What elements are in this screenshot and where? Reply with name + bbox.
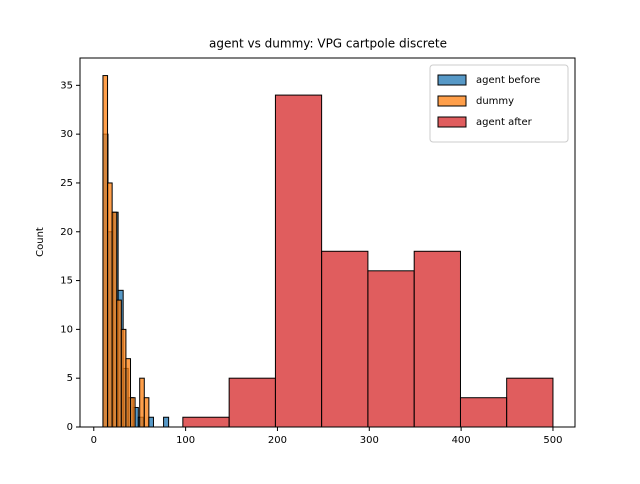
legend-label: agent after (476, 117, 533, 128)
histogram-bar (228, 377, 276, 428)
legend-swatch (437, 116, 467, 128)
histogram-bar (107, 182, 113, 428)
legend-swatch (437, 95, 467, 107)
y-tick-label: 25 (60, 178, 73, 189)
histogram-bar (163, 416, 170, 428)
chart-title: agent vs dummy: VPG cartpole discrete (209, 37, 447, 51)
histogram-bar (102, 75, 109, 428)
histogram-bar (139, 377, 145, 428)
x-tick-label: 100 (176, 435, 195, 446)
histogram-bar (459, 397, 508, 428)
y-tick-label: 30 (60, 129, 73, 140)
legend-label: agent before (476, 75, 540, 86)
histogram-bar (413, 250, 461, 428)
histogram-bar (182, 416, 230, 428)
histogram-bar (111, 211, 118, 428)
x-tick-label: 400 (452, 435, 471, 446)
x-tick-label: 200 (268, 435, 287, 446)
histogram-bar (274, 94, 323, 428)
y-axis-label: Count (35, 227, 46, 257)
histogram-bar (120, 328, 127, 428)
histogram-bar (125, 358, 132, 428)
y-tick-label: 5 (67, 373, 73, 384)
y-tick-label: 10 (60, 324, 73, 335)
legend-swatch (437, 74, 467, 86)
legend-label: dummy (476, 96, 514, 107)
y-tick-label: 0 (67, 422, 73, 433)
x-tick-label: 0 (91, 435, 97, 446)
histogram-bar (116, 299, 122, 428)
y-tick-label: 35 (60, 80, 73, 91)
x-tick-label: 500 (543, 435, 562, 446)
plot-frame (79, 57, 576, 428)
y-tick-label: 20 (60, 227, 73, 238)
histogram-bar (143, 397, 150, 428)
x-tick-label: 300 (360, 435, 379, 446)
histogram-bar (506, 377, 554, 428)
histogram-bar (367, 270, 415, 428)
y-tick-label: 15 (60, 276, 73, 287)
histogram-bar (130, 397, 136, 428)
histogram-bar (321, 250, 369, 428)
